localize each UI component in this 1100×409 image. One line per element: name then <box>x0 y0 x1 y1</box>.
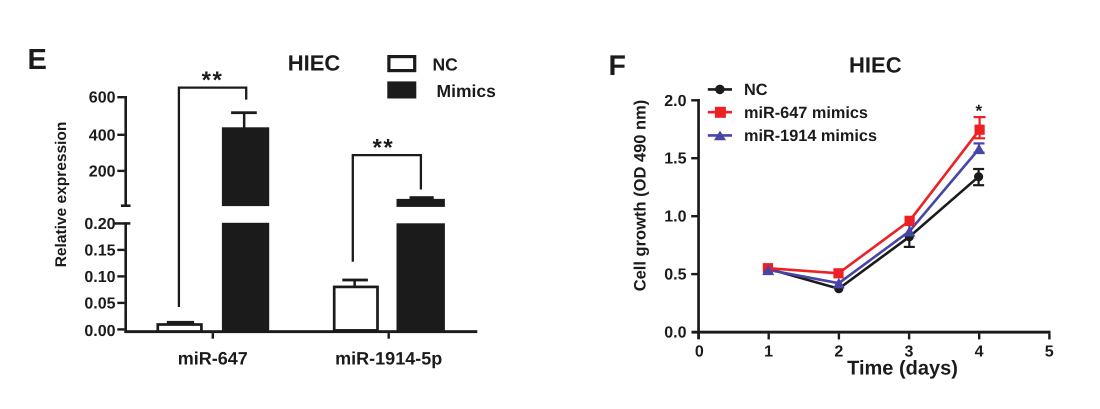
svg-text:Cell growth (OD 490 nm): Cell growth (OD 490 nm) <box>632 100 650 292</box>
svg-text:Time (days): Time (days) <box>847 358 958 380</box>
svg-text:0.15: 0.15 <box>84 242 115 259</box>
svg-text:HIEC: HIEC <box>849 53 902 78</box>
svg-text:0.20: 0.20 <box>84 216 115 233</box>
svg-text:NC: NC <box>744 81 768 99</box>
svg-text:miR-647: miR-647 <box>178 349 248 369</box>
svg-text:miR-647 mimics: miR-647 mimics <box>744 104 868 122</box>
svg-text:F: F <box>609 50 626 82</box>
svg-text:200: 200 <box>89 163 116 180</box>
svg-text:0: 0 <box>695 344 704 361</box>
svg-text:*: * <box>975 102 982 121</box>
svg-text:600: 600 <box>89 90 116 107</box>
svg-text:E: E <box>28 44 47 76</box>
svg-text:4: 4 <box>975 344 984 361</box>
svg-text:miR-1914-5p: miR-1914-5p <box>335 349 442 369</box>
svg-text:**: ** <box>202 67 224 94</box>
svg-text:**: ** <box>373 134 395 161</box>
svg-text:1.0: 1.0 <box>664 209 686 226</box>
svg-text:1.5: 1.5 <box>664 151 686 168</box>
svg-text:Relative expression: Relative expression <box>53 122 70 268</box>
svg-text:0.00: 0.00 <box>84 323 115 340</box>
svg-text:3: 3 <box>905 344 914 361</box>
svg-text:miR-1914 mimics: miR-1914 mimics <box>744 127 877 145</box>
svg-text:0.0: 0.0 <box>664 325 686 342</box>
svg-text:NC: NC <box>433 55 459 75</box>
svg-text:5: 5 <box>1045 344 1054 361</box>
svg-text:2: 2 <box>834 344 843 361</box>
svg-text:1: 1 <box>764 344 773 361</box>
svg-text:0.10: 0.10 <box>84 269 115 286</box>
svg-text:400: 400 <box>89 127 116 144</box>
svg-text:0.5: 0.5 <box>664 267 686 284</box>
svg-text:HIEC: HIEC <box>288 51 341 76</box>
svg-text:Mimics: Mimics <box>437 81 497 101</box>
svg-text:0.05: 0.05 <box>84 295 115 312</box>
svg-text:2.0: 2.0 <box>664 93 686 110</box>
